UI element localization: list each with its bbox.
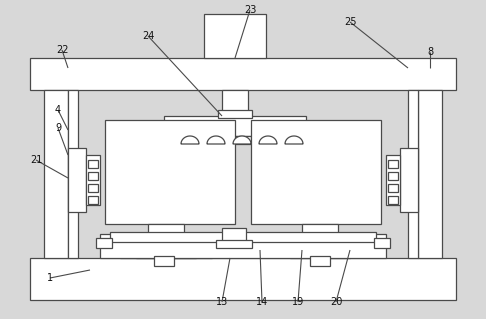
Text: 25: 25 [344, 17, 356, 27]
Text: 8: 8 [427, 47, 433, 57]
Bar [100, 234, 114, 246]
Bar [88, 184, 98, 192]
Text: 22: 22 [56, 45, 68, 55]
Bar [290, 248, 350, 258]
Bar [110, 232, 376, 242]
Text: 21: 21 [30, 155, 42, 165]
Text: 20: 20 [330, 297, 342, 307]
Bar [207, 136, 225, 144]
Bar [30, 258, 456, 300]
Bar [259, 136, 277, 144]
Bar [388, 160, 398, 168]
Bar [68, 148, 86, 212]
Bar [302, 224, 338, 240]
Bar [388, 172, 398, 180]
Bar [148, 224, 184, 240]
Bar [222, 90, 248, 116]
Bar [88, 172, 98, 180]
Polygon shape [181, 136, 199, 144]
Text: 4: 4 [55, 105, 61, 115]
Bar [96, 238, 112, 248]
Bar [86, 155, 100, 205]
Bar [88, 196, 98, 204]
Bar [374, 238, 390, 248]
Text: 13: 13 [216, 297, 228, 307]
Bar [356, 240, 386, 246]
Bar [44, 90, 68, 258]
Bar [310, 256, 330, 266]
Bar [68, 90, 78, 258]
Text: 23: 23 [244, 5, 256, 15]
Bar [408, 90, 418, 258]
Bar [154, 256, 174, 266]
Bar [164, 116, 306, 136]
Bar [100, 240, 386, 258]
Bar [218, 110, 252, 118]
Text: 24: 24 [142, 31, 154, 41]
Bar [204, 14, 266, 58]
Bar [282, 236, 358, 248]
Bar [386, 155, 400, 205]
Bar [30, 58, 456, 90]
Bar [251, 120, 381, 224]
Bar [105, 120, 235, 224]
Text: 1: 1 [47, 273, 53, 283]
Text: 9: 9 [55, 123, 61, 133]
Bar [136, 248, 196, 258]
Text: 19: 19 [292, 297, 304, 307]
Bar [285, 136, 303, 144]
Polygon shape [285, 136, 303, 144]
Bar [128, 236, 204, 248]
Bar [388, 196, 398, 204]
Bar [216, 240, 252, 248]
Bar [388, 184, 398, 192]
Bar [418, 90, 442, 258]
Bar [222, 228, 246, 242]
Bar [400, 148, 418, 212]
Bar [100, 240, 130, 246]
Text: 14: 14 [256, 297, 268, 307]
Bar [181, 136, 199, 144]
Bar [233, 136, 251, 144]
Polygon shape [259, 136, 277, 144]
Bar [372, 234, 386, 246]
Bar [88, 160, 98, 168]
Polygon shape [207, 136, 225, 144]
Polygon shape [233, 136, 251, 144]
